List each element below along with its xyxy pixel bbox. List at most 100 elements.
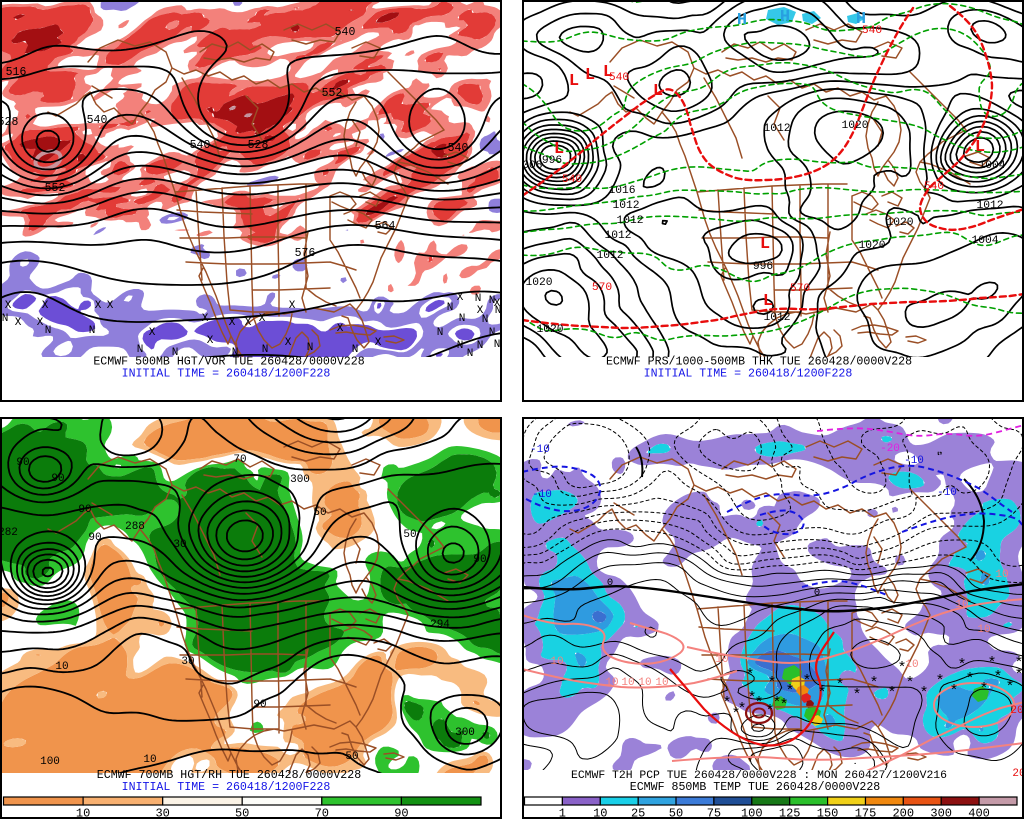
svg-text:*: *: [993, 669, 1002, 686]
svg-text:X: X: [457, 292, 464, 304]
svg-text:0: 0: [607, 577, 613, 589]
svg-text:10: 10: [593, 807, 607, 819]
svg-text:N: N: [459, 313, 466, 325]
svg-text:528: 528: [248, 139, 269, 152]
svg-text:516: 516: [6, 66, 27, 79]
svg-text:N: N: [475, 293, 482, 305]
svg-text:564: 564: [375, 220, 396, 233]
svg-text:*: *: [897, 660, 906, 677]
svg-text:570: 570: [790, 283, 811, 295]
svg-text:L: L: [975, 138, 985, 157]
svg-text:20: 20: [1010, 705, 1023, 717]
svg-text:70: 70: [315, 807, 329, 819]
svg-text:540: 540: [924, 181, 945, 193]
svg-text:540: 540: [562, 174, 583, 186]
svg-text:*: *: [765, 703, 774, 720]
svg-text:*: *: [957, 657, 966, 674]
svg-text:*: *: [979, 681, 988, 698]
svg-text:50: 50: [313, 507, 326, 519]
svg-text:540: 540: [862, 25, 883, 37]
svg-text:540: 540: [190, 139, 211, 152]
svg-text:*: *: [949, 683, 958, 700]
svg-text:*: *: [835, 677, 844, 694]
svg-text:N: N: [172, 347, 179, 359]
svg-text:X: X: [375, 337, 382, 349]
svg-text:540: 540: [335, 26, 356, 39]
svg-text:-10: -10: [937, 487, 957, 499]
svg-text:300: 300: [455, 727, 475, 739]
svg-text:10: 10: [76, 807, 90, 819]
svg-text:-10: -10: [530, 444, 550, 456]
svg-text:540: 540: [448, 142, 469, 155]
svg-text:N: N: [457, 340, 464, 352]
svg-text:INITIAL TIME = 260418/1200F228: INITIAL TIME = 260418/1200F228: [644, 368, 853, 381]
svg-text:300: 300: [930, 807, 952, 819]
svg-text:N: N: [137, 344, 144, 356]
svg-text:H: H: [856, 10, 866, 29]
svg-text:N: N: [495, 305, 502, 317]
svg-text:*: *: [935, 673, 944, 690]
svg-text:90: 90: [51, 473, 64, 485]
svg-text:30: 30: [181, 656, 194, 668]
svg-text:INITIAL TIME = 260418/1200F228: INITIAL TIME = 260418/1200F228: [122, 781, 331, 794]
svg-text:X: X: [229, 317, 236, 329]
svg-text:996: 996: [753, 261, 774, 273]
svg-text:100: 100: [741, 807, 763, 819]
svg-text:150: 150: [817, 807, 839, 819]
svg-text:20: 20: [1012, 768, 1024, 780]
svg-text:10: 10: [995, 569, 1008, 581]
svg-text:996: 996: [542, 155, 563, 167]
svg-text:10: 10: [655, 677, 668, 689]
svg-text:*: *: [737, 701, 746, 718]
svg-text:*: *: [745, 667, 754, 684]
svg-text:L: L: [569, 72, 579, 91]
svg-text:H: H: [780, 8, 790, 27]
svg-text:*: *: [1005, 679, 1014, 696]
svg-text:*: *: [785, 683, 794, 700]
svg-text:125: 125: [779, 807, 801, 819]
svg-text:1012: 1012: [763, 123, 790, 135]
svg-text:ECMWF 850MB TEMP TUE 260428/00: ECMWF 850MB TEMP TUE 260428/0000V228: [630, 781, 881, 794]
svg-text:ECMWF 500MB HGT/VOR TUE 260428: ECMWF 500MB HGT/VOR TUE 260428/0000V228: [93, 356, 364, 369]
svg-text:X: X: [5, 300, 12, 312]
svg-text:*: *: [1014, 667, 1023, 684]
svg-text:N: N: [489, 327, 496, 339]
svg-text:L: L: [653, 82, 663, 101]
svg-text:570: 570: [592, 282, 613, 294]
svg-text:X: X: [37, 317, 44, 329]
svg-text:*: *: [852, 687, 861, 704]
svg-text:N: N: [45, 325, 52, 337]
svg-text:1012: 1012: [596, 250, 623, 262]
svg-text:1020: 1020: [841, 120, 868, 132]
svg-text:1016: 1016: [608, 185, 635, 197]
svg-text:X: X: [337, 323, 344, 335]
svg-text:*: *: [779, 697, 788, 714]
svg-text:*: *: [772, 695, 781, 712]
svg-text:1012: 1012: [604, 230, 631, 242]
svg-text:*: *: [905, 675, 914, 692]
svg-text:*: *: [1014, 655, 1023, 672]
svg-text:528: 528: [0, 116, 18, 129]
svg-text:ECMWF T2H PCP TUE 260428/0000V: ECMWF T2H PCP TUE 260428/0000V228 : MON …: [571, 770, 947, 782]
svg-text:294: 294: [430, 619, 450, 631]
svg-text:1020: 1020: [858, 240, 885, 252]
svg-text:-10: -10: [532, 489, 552, 501]
svg-text:X: X: [477, 305, 484, 317]
svg-text:N: N: [2, 313, 9, 325]
svg-text:576: 576: [295, 247, 316, 260]
svg-text:N: N: [352, 344, 359, 356]
svg-text:50: 50: [403, 529, 416, 541]
svg-text:INITIAL TIME = 260418/1200F228: INITIAL TIME = 260418/1200F228: [122, 368, 331, 381]
svg-text:552: 552: [45, 182, 66, 195]
svg-text:10: 10: [605, 677, 618, 689]
svg-text:282: 282: [0, 527, 18, 539]
svg-text:10: 10: [143, 754, 156, 766]
svg-text:175: 175: [855, 807, 877, 819]
svg-text:1004: 1004: [971, 235, 998, 247]
svg-text:540: 540: [609, 72, 630, 84]
svg-text:288: 288: [125, 521, 145, 533]
svg-text:10: 10: [55, 661, 68, 673]
svg-text:X: X: [107, 300, 114, 312]
svg-text:30: 30: [173, 539, 186, 551]
svg-text:*: *: [722, 695, 731, 712]
